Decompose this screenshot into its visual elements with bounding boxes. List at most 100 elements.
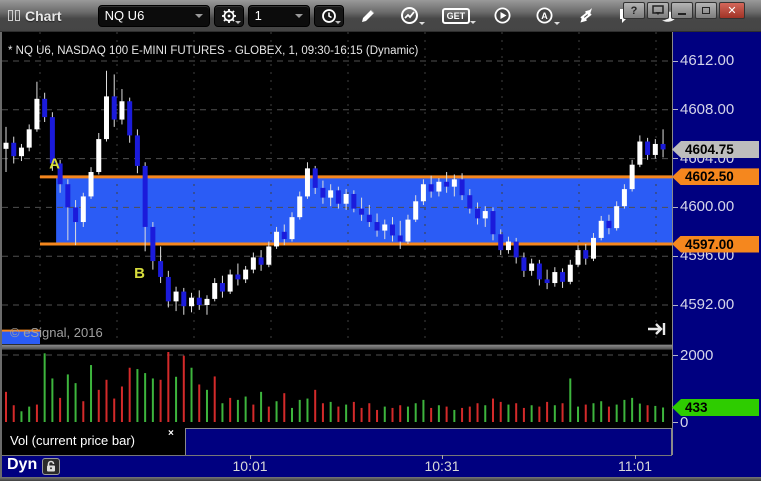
volume-bar <box>298 399 301 422</box>
volume-bar <box>399 405 402 422</box>
volume-bar <box>159 379 162 422</box>
candle-body <box>529 263 535 271</box>
candle-body <box>560 272 566 282</box>
candle-body <box>266 246 272 265</box>
volume-tick-label: 2000 <box>680 347 714 364</box>
volume-study-label[interactable]: Vol (current price bar) <box>2 426 185 455</box>
candle-body <box>552 272 558 284</box>
candle-body <box>436 181 442 192</box>
price-axis[interactable]: 4612.00 4608.00 4604.00 4600.00 4596.00 4592.… <box>672 32 761 477</box>
volume-bar <box>12 405 15 422</box>
volume-bar <box>205 389 208 422</box>
symbol-input[interactable]: NQ U6 <box>97 4 210 27</box>
time-label: 10:31 <box>424 458 460 474</box>
help-button[interactable]: ? <box>623 2 645 19</box>
chevron-down-icon[interactable] <box>294 13 303 18</box>
candle-body <box>513 241 519 258</box>
volume-tag: 433 <box>672 398 759 416</box>
get-data-icon[interactable]: GET <box>441 7 477 24</box>
svg-text:A: A <box>541 11 548 21</box>
candle-body <box>289 217 295 240</box>
volume-bar <box>430 407 433 422</box>
volume-bar <box>306 398 309 422</box>
volume-bar <box>244 396 247 422</box>
time-label: 11:01 <box>618 458 652 474</box>
close-study-icon[interactable]: × <box>168 428 174 439</box>
candle-body <box>57 163 63 185</box>
volume-bar <box>360 407 363 422</box>
close-button[interactable]: ✕ <box>719 2 745 19</box>
price-tick <box>673 60 678 62</box>
price-tag: 4602.50 <box>672 168 759 186</box>
candle-body <box>134 135 140 166</box>
volume-bar <box>105 379 108 422</box>
maximize-button[interactable] <box>695 2 717 19</box>
gear-icon <box>221 8 236 23</box>
trend-circle-icon[interactable] <box>400 6 425 25</box>
candle-body <box>629 164 635 190</box>
candle-body <box>26 129 32 148</box>
volume-chart[interactable] <box>2 350 672 426</box>
jump-to-latest-icon[interactable] <box>646 321 668 337</box>
interval-input[interactable]: 1 <box>247 4 310 27</box>
volume-pane[interactable] <box>2 350 672 426</box>
volume-bar <box>236 399 239 422</box>
candle-body <box>598 220 604 238</box>
candle-body <box>80 196 86 223</box>
candle-body <box>103 96 109 140</box>
volume-bar <box>507 404 510 422</box>
candle-body <box>42 98 48 118</box>
candle-body <box>405 219 411 242</box>
swap-arrows-icon[interactable] <box>577 7 595 25</box>
candle-body <box>312 168 318 188</box>
volume-bar <box>267 406 270 422</box>
price-tick <box>673 158 678 160</box>
volume-bar <box>615 404 618 422</box>
window-controls: ? ✕ <box>623 2 745 19</box>
chevron-down-icon[interactable] <box>194 13 203 18</box>
lock-button[interactable] <box>42 458 60 475</box>
candle-body <box>621 189 627 207</box>
toolbar: Chart NQ U6 1 <box>0 0 761 32</box>
auto-a-icon[interactable]: A <box>535 6 561 25</box>
volume-bar <box>260 391 263 422</box>
volume-bar <box>368 403 371 422</box>
volume-bar <box>646 405 649 422</box>
panel-menu-button[interactable] <box>647 2 669 19</box>
volume-bar <box>499 401 502 422</box>
volume-bar <box>654 405 657 422</box>
candle-body <box>181 291 187 307</box>
partial-zone[interactable] <box>2 330 40 344</box>
candle-body <box>614 206 620 229</box>
candle-body <box>11 142 17 157</box>
volume-bar <box>553 405 556 422</box>
volume-bar <box>283 393 286 422</box>
minimize-icon <box>678 12 686 15</box>
volume-bar <box>484 405 487 422</box>
candle-body <box>150 226 156 262</box>
volume-bar <box>314 389 317 422</box>
candle-body <box>165 276 171 302</box>
time-axis[interactable]: Dyn 10:01 10:31 11:01 <box>2 455 758 477</box>
symbol-settings-button[interactable] <box>213 4 244 27</box>
candle-body <box>142 165 148 227</box>
candle-body <box>505 241 511 251</box>
draw-pencil-icon[interactable] <box>359 7 377 25</box>
dyn-button[interactable]: Dyn <box>7 456 38 473</box>
minimize-button[interactable] <box>671 2 693 19</box>
candle-body <box>227 274 233 292</box>
candle-body <box>645 141 651 155</box>
close-icon: ✕ <box>727 5 737 17</box>
candle-body <box>390 224 395 236</box>
candlestick-chart[interactable]: AB <box>2 32 672 344</box>
window-bottom-edge <box>0 477 761 481</box>
pane-separator[interactable] <box>2 344 758 350</box>
play-icon[interactable] <box>493 6 512 25</box>
chart-window-icon <box>8 10 20 21</box>
volume-bar <box>190 367 193 422</box>
candle-body <box>444 181 450 187</box>
time-template-button[interactable] <box>313 4 344 27</box>
candle-body <box>413 201 419 220</box>
candle-body <box>250 257 256 270</box>
